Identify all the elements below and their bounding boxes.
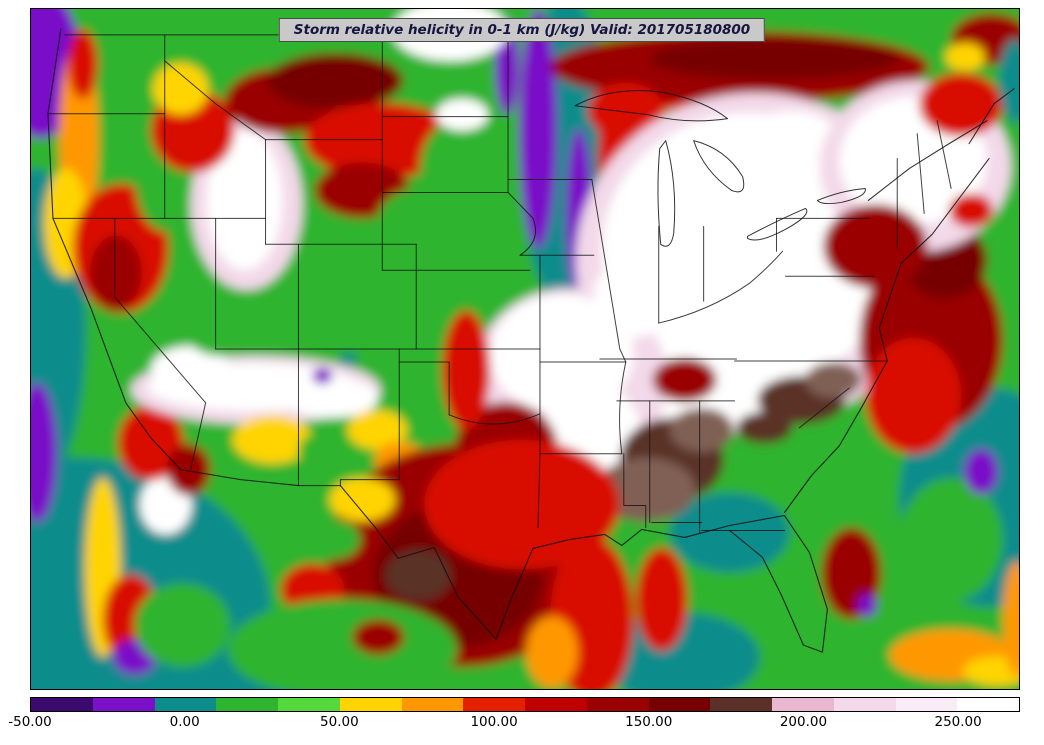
colorbar-segment [833,698,896,711]
state-boundaries [47,34,952,533]
colorbar-segment [895,698,958,711]
weather-map [30,8,1020,690]
title-text: Storm relative helicity in 0-1 km (J/kg)… [293,22,751,38]
colorbar-tick-label: 200.00 [779,714,828,730]
colorbar-segment [957,698,1019,711]
colorbar-segment [216,698,278,711]
title-box: Storm relative helicity in 0-1 km (J/kg)… [278,18,766,42]
colorbar-ticks: -50.00 0.00 50.00 100.00 150.00 200.00 250.00 [8,714,1020,734]
colorbar-tick-label: 150.00 [625,714,673,730]
colorbar-segment [586,698,649,711]
colorbar-segment [401,698,464,711]
colorbar-segment [772,698,834,711]
colorbar-tick-label: 250.00 [934,714,982,730]
contour-field [31,9,1019,689]
colorbar-segment [92,698,155,711]
great-lakes [574,90,866,247]
colorbar-segment [525,698,587,711]
colorbar-segment [710,698,772,711]
colorbar-segment [463,698,525,711]
coastlines [47,28,1015,653]
helicity-field-svg [31,9,1019,689]
colorbar-tick-label: 50.00 [320,714,359,730]
colorbar-segment [339,698,402,711]
colorbar-segment [154,698,217,711]
colorbar [30,697,1020,712]
colorbar-tick-label: 100.00 [470,714,518,730]
colorbar-tick-label: 0.00 [169,714,200,730]
colorbar-tick-label: -50.00 [8,714,52,730]
colorbar-segment [278,698,340,711]
colorbar-segment [648,698,711,711]
colorbar-segment [31,698,93,711]
